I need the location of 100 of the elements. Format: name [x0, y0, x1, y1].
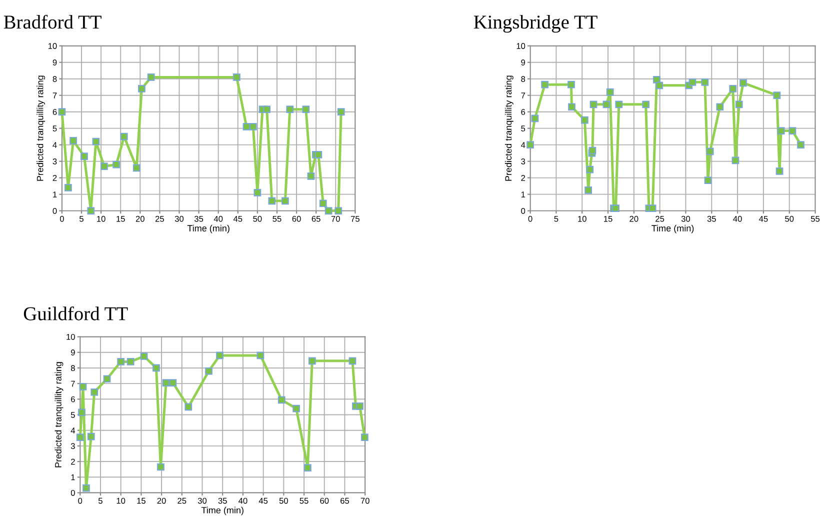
y-tick-label: 2 — [52, 175, 57, 181]
point — [78, 408, 86, 416]
point — [157, 463, 164, 471]
point — [531, 114, 539, 122]
point — [788, 127, 796, 134]
point — [581, 116, 588, 124]
point — [138, 85, 146, 92]
x-tick-label: 45 — [258, 498, 268, 504]
y-tick-label: 6 — [52, 109, 57, 115]
point — [337, 108, 345, 116]
y-tick-label: 5 — [70, 412, 75, 418]
x-tick-label: 25 — [656, 216, 664, 222]
y-axis-title: Predicted tranquillity rating — [504, 76, 514, 181]
point — [169, 379, 177, 386]
point — [216, 352, 224, 360]
x-tick-label: 25 — [178, 498, 186, 504]
y-tick-label: 1 — [521, 192, 526, 198]
point — [776, 168, 784, 175]
point — [606, 88, 614, 96]
y-tick-label: 2 — [521, 175, 526, 181]
point — [615, 100, 623, 108]
x-tick-label: 55 — [272, 216, 282, 222]
x-tick-label: 60 — [320, 498, 329, 504]
point — [356, 402, 364, 410]
x-axis-title: Time (min) — [201, 506, 244, 516]
x-tick-label: 60 — [292, 216, 301, 222]
point — [334, 207, 342, 214]
x-tick-label: 45 — [759, 216, 768, 222]
x-tick-label: 0 — [60, 216, 64, 222]
x-axis-title: Time (min) — [187, 224, 230, 234]
point — [777, 127, 785, 134]
point — [314, 151, 322, 158]
y-tick-label: 3 — [70, 443, 75, 450]
y-tick-label: 8 — [521, 76, 526, 82]
x-tick-label: 30 — [198, 498, 207, 504]
x-tick-label: 15 — [604, 216, 612, 222]
y-tick-label: 10 — [516, 43, 526, 49]
x-tick-label: 55 — [810, 216, 820, 222]
point — [773, 92, 781, 100]
x-tick-label: 65 — [312, 216, 320, 222]
point — [249, 122, 257, 130]
point — [304, 464, 312, 472]
point — [292, 404, 300, 412]
y-axis-title: Predicted tranquillity rating — [54, 362, 64, 468]
point — [147, 74, 155, 81]
point — [162, 379, 170, 386]
y-tick-label: 3 — [52, 158, 57, 164]
y-tick-label: 9 — [52, 60, 57, 66]
point — [90, 388, 98, 396]
y-tick-label: 8 — [52, 76, 57, 82]
point — [268, 197, 276, 205]
point — [653, 76, 660, 84]
point — [132, 164, 140, 172]
x-tick-label: 75 — [350, 216, 360, 222]
point — [82, 484, 90, 492]
point — [76, 434, 84, 442]
x-tick-label: 10 — [116, 498, 126, 504]
x-tick-label: 15 — [137, 498, 146, 504]
point — [729, 85, 737, 92]
x-tick-label: 50 — [785, 216, 794, 222]
x-tick-label: 5 — [98, 498, 102, 504]
point — [307, 172, 315, 180]
y-tick-label: 6 — [521, 109, 526, 115]
x-tick-label: 40 — [214, 216, 223, 222]
y-tick-label: 1 — [71, 474, 75, 480]
y-tick-label: 1 — [53, 192, 57, 198]
point — [100, 162, 108, 170]
x-axis-title: Time (min) — [652, 224, 694, 234]
point — [302, 106, 310, 114]
point — [656, 82, 663, 90]
point — [308, 357, 316, 365]
x-tick-label: 35 — [707, 216, 716, 222]
point — [254, 188, 262, 196]
x-tick-label: 70 — [331, 216, 340, 222]
y-tick-label: 8 — [70, 365, 75, 372]
x-tick-label: 20 — [157, 498, 166, 504]
y-tick-label: 0 — [52, 208, 57, 214]
point — [256, 352, 264, 360]
point — [263, 106, 270, 114]
point — [126, 358, 134, 366]
point — [80, 152, 88, 160]
point — [704, 176, 712, 184]
point — [117, 358, 125, 366]
point — [648, 204, 656, 212]
chart-title: Kingsbridge TT — [474, 14, 598, 33]
point — [184, 403, 192, 411]
point — [79, 382, 87, 390]
point — [278, 396, 286, 404]
point — [324, 207, 332, 214]
point — [92, 138, 100, 146]
point — [233, 74, 240, 81]
y-tick-label: 2 — [71, 458, 75, 465]
point — [541, 80, 548, 88]
point — [568, 103, 576, 111]
y-tick-label: 4 — [520, 142, 526, 148]
x-tick-label: 20 — [136, 216, 144, 222]
y-tick-label: 7 — [52, 92, 57, 98]
x-tick-label: 45 — [233, 216, 242, 222]
point — [205, 367, 212, 375]
x-tick-label: 40 — [238, 498, 248, 504]
